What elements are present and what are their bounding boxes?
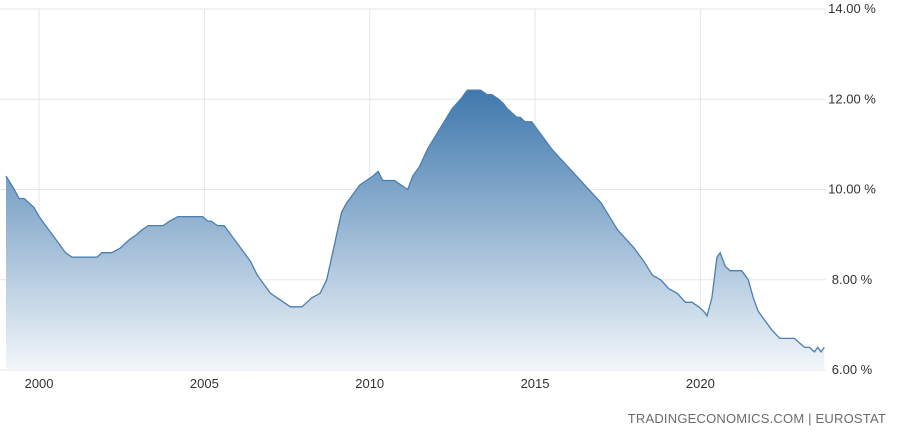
y-tick-label: 12.00 % (828, 91, 876, 106)
y-tick-label: 8.00 % (832, 272, 873, 287)
x-tick-label: 2000 (25, 376, 54, 391)
y-tick-label: 6.00 % (832, 362, 873, 377)
x-tick-label: 2010 (355, 376, 384, 391)
series-line (5, 89, 825, 353)
source-credit: TRADINGECONOMICS.COM | EUROSTAT (627, 411, 886, 426)
y-tick-label: 10.00 % (828, 182, 876, 197)
y-tick-label: 14.00 % (828, 1, 876, 16)
x-tick-label: 2020 (686, 376, 715, 391)
x-tick-label: 2005 (190, 376, 219, 391)
y-axis-tick-labels: 6.00 % 8.00 % 10.00 % 12.00 % 14.00 % (828, 1, 876, 377)
x-axis-tick-labels: 2000 2005 2010 2015 2020 (25, 376, 715, 391)
series-area (6, 90, 825, 370)
x-tick-label: 2015 (521, 376, 550, 391)
